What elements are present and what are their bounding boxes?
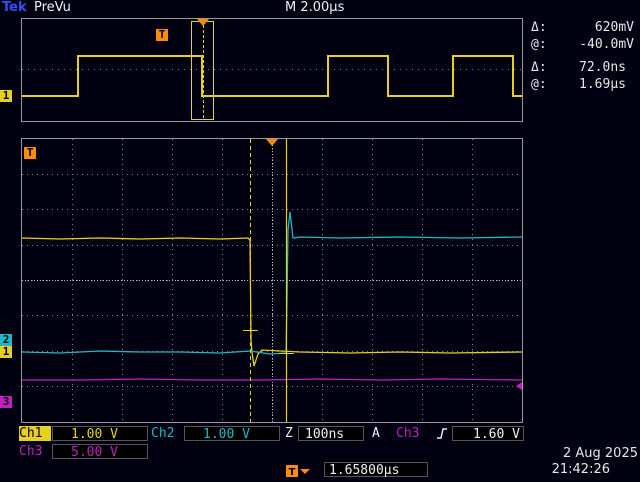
ch2-ground-marker[interactable]: 2 (0, 334, 12, 346)
delta-voltage-value: 620mV (594, 20, 634, 35)
main-trigger-marker: T (24, 147, 36, 159)
ch2-label[interactable]: Ch2 (151, 426, 175, 441)
ch3-level-arrow (516, 382, 522, 390)
trigger-position[interactable]: 1.65800µs (324, 462, 428, 478)
time-display: 21:42:26 (551, 462, 610, 477)
center-axes (22, 139, 522, 422)
overview-frame (21, 18, 523, 122)
ch1-label[interactable]: Ch1 (19, 426, 51, 441)
overview-trigger-arrow (197, 19, 209, 26)
ch3-scale[interactable]: 5.00 V (52, 444, 148, 460)
delta-time-value: 72.0ns (579, 60, 626, 75)
delta-voltage-label: Δ: (531, 20, 547, 35)
svg-text:T: T (289, 467, 296, 478)
main-trigger-arrow (266, 139, 278, 146)
trigger-position-icon: T (286, 463, 322, 478)
delta-time-label: Δ: (531, 60, 547, 75)
main-timebase: M 2.00µs (285, 0, 345, 15)
ch3-trace (22, 378, 523, 381)
ch2-scale[interactable]: 1.00 V (184, 426, 280, 442)
trigger-source[interactable]: Ch3 (396, 426, 420, 441)
overview-ch1-marker[interactable]: 1 (0, 90, 12, 102)
ch3-ground-marker[interactable]: 3 (0, 396, 12, 408)
at-time-label: @: (531, 77, 547, 92)
rising-edge-icon (436, 426, 448, 441)
trigger-level[interactable]: 1.60 V (452, 426, 524, 442)
ch3-label[interactable]: Ch3 (19, 444, 43, 459)
ch1-trace (21, 237, 523, 367)
ch1-ground-marker[interactable]: 1 (0, 346, 12, 358)
main-graticule-frame (21, 138, 523, 423)
date-display: 2 Aug 2025 (562, 446, 638, 461)
at-voltage-label: @: (531, 37, 547, 52)
main-grid-lines (22, 139, 522, 422)
ch1-scale[interactable]: 1.00 V (52, 426, 148, 442)
acquisition-mode: PreVu (34, 0, 71, 15)
brand-logo: Tek (2, 0, 27, 15)
overview-trigger-marker: T (156, 29, 168, 41)
zoom-indicator: Z (285, 426, 293, 441)
overview-ch1-trace (22, 55, 522, 97)
trigger-label: A (372, 426, 380, 441)
at-voltage-value: -40.0mV (579, 37, 634, 52)
at-time-value: 1.69µs (579, 77, 626, 92)
zoom-scale[interactable]: 100ns (298, 426, 364, 442)
